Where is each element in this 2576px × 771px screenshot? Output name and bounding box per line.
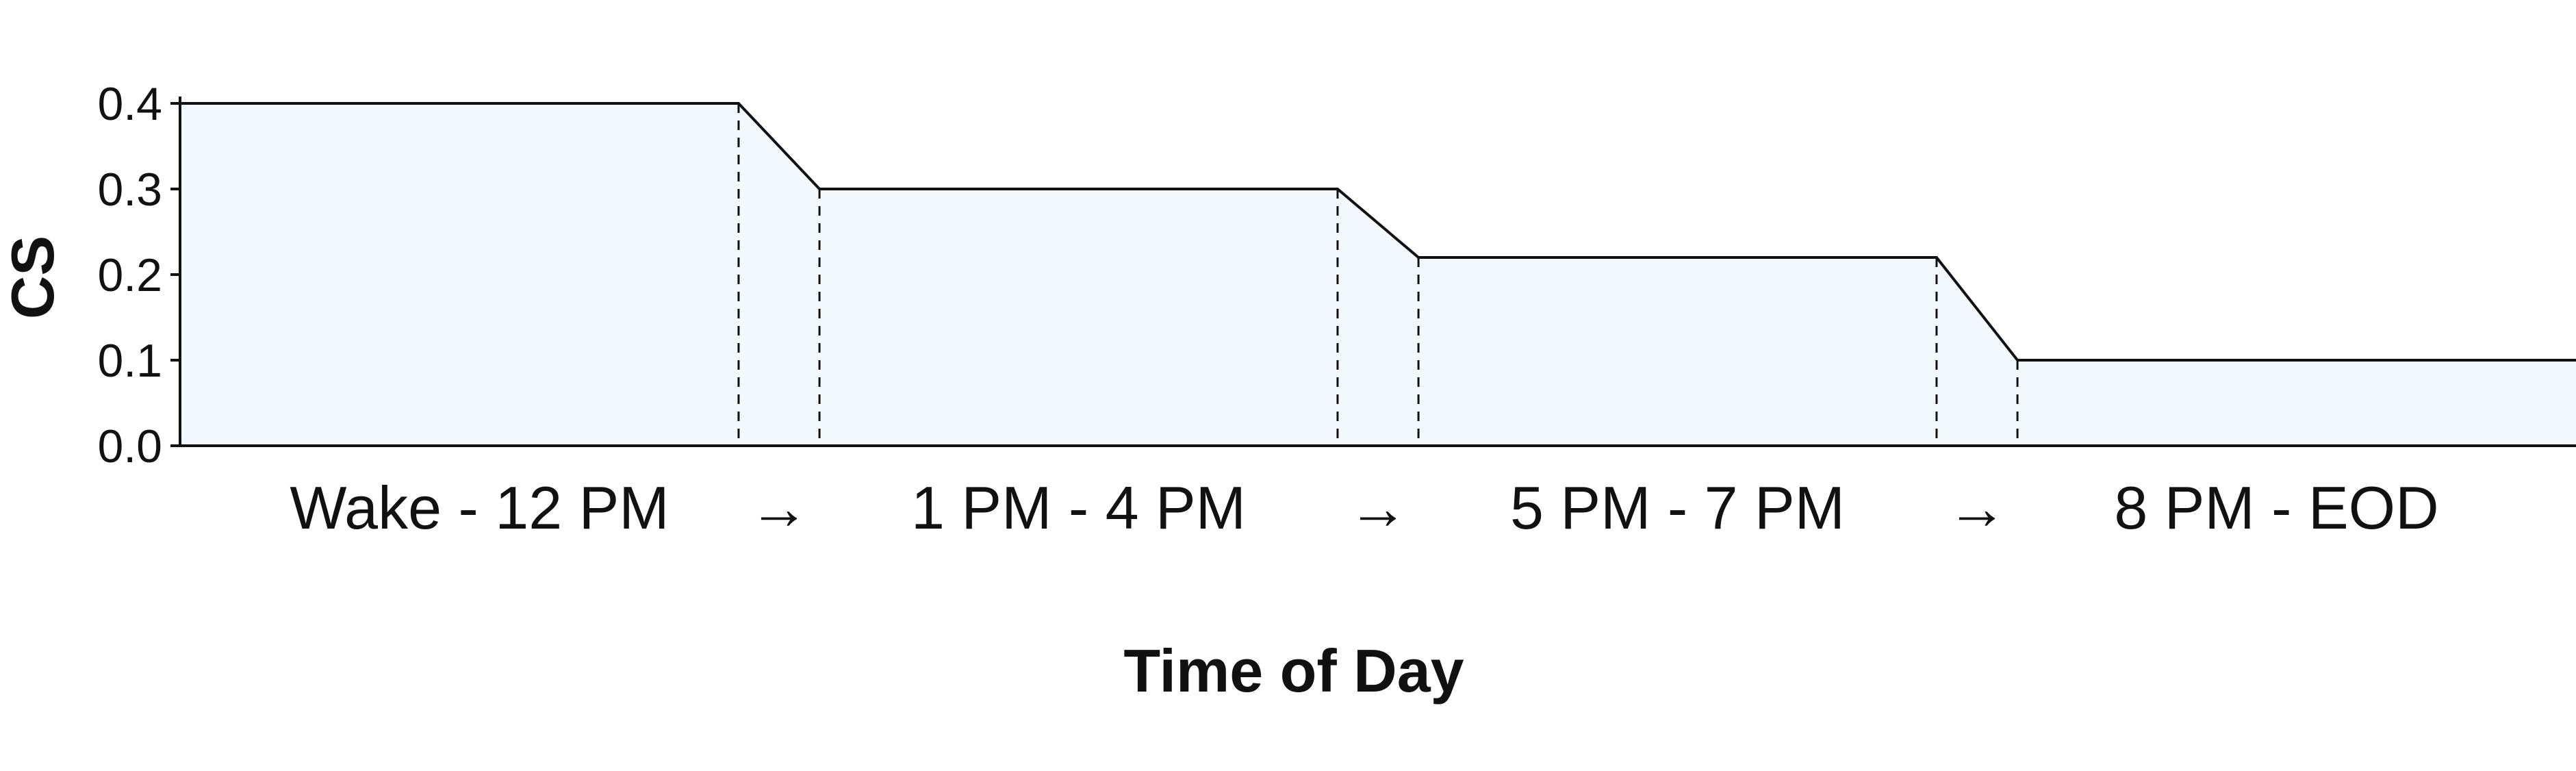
y-tick-label: 0.3 (97, 164, 162, 216)
x-category-label: 5 PM - 7 PM (1510, 474, 1845, 542)
x-axis-title: Time of Day (1123, 637, 1464, 705)
cs-line (180, 102, 2576, 362)
y-tick-label: 0.0 (97, 420, 162, 472)
y-axis: 0.0 0.1 0.2 0.3 0.4 (97, 78, 181, 472)
x-category-label: Wake - 12 PM (290, 474, 669, 542)
y-tick-label: 0.2 (97, 249, 162, 301)
area-fill (180, 103, 2576, 446)
x-category-label: 8 PM - EOD (2114, 474, 2438, 542)
y-tick-label: 0.4 (97, 78, 162, 130)
y-tick-label: 0.1 (97, 335, 162, 387)
x-axis: Wake - 12 PM 1 PM - 4 PM 5 PM - 7 PM 8 PM -… (180, 444, 2576, 542)
transition-arrow: → (1348, 474, 1408, 542)
transition-arrow: → (1947, 474, 2007, 542)
y-axis-title: CS (0, 236, 66, 319)
x-category-label: 1 PM - 4 PM (911, 474, 1246, 542)
transition-arrow: → (749, 474, 809, 542)
plot-area (180, 102, 2576, 446)
